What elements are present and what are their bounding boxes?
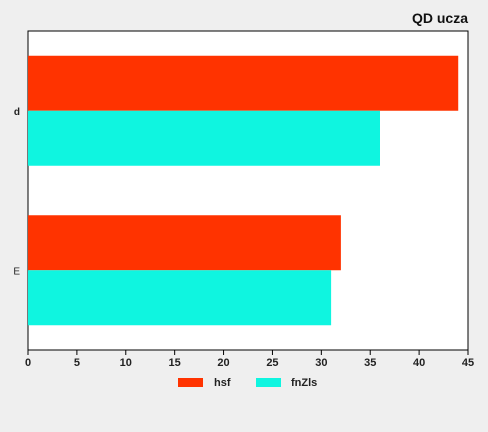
y-tick-label-d: d: [14, 107, 20, 118]
x-tick-label-5: 5: [74, 357, 80, 369]
bar-hsf-d: [28, 55, 459, 111]
x-tick-label-40: 40: [413, 357, 425, 369]
x-tick-label-25: 25: [266, 357, 278, 369]
x-tick-label-10: 10: [120, 357, 132, 369]
chart-title: QD ucza: [411, 10, 468, 26]
x-tick-label-35: 35: [364, 357, 376, 369]
y-tick-label-E: E: [13, 266, 20, 277]
legend-swatch-hsf: [178, 378, 203, 387]
bar-fnZls-d: [28, 110, 380, 166]
x-tick-label-20: 20: [217, 357, 229, 369]
legend-label-hsf: hsf: [214, 377, 231, 389]
x-tick-label-0: 0: [25, 357, 31, 369]
x-tick-label-45: 45: [462, 357, 474, 369]
x-tick-label-15: 15: [169, 357, 181, 369]
x-tick-label-30: 30: [315, 357, 327, 369]
bar-hsf-E: [28, 215, 341, 271]
legend-label-fnZls: fnZls: [291, 377, 317, 389]
bar-fnZls-E: [28, 270, 332, 326]
legend-swatch-fnZls: [256, 378, 281, 387]
